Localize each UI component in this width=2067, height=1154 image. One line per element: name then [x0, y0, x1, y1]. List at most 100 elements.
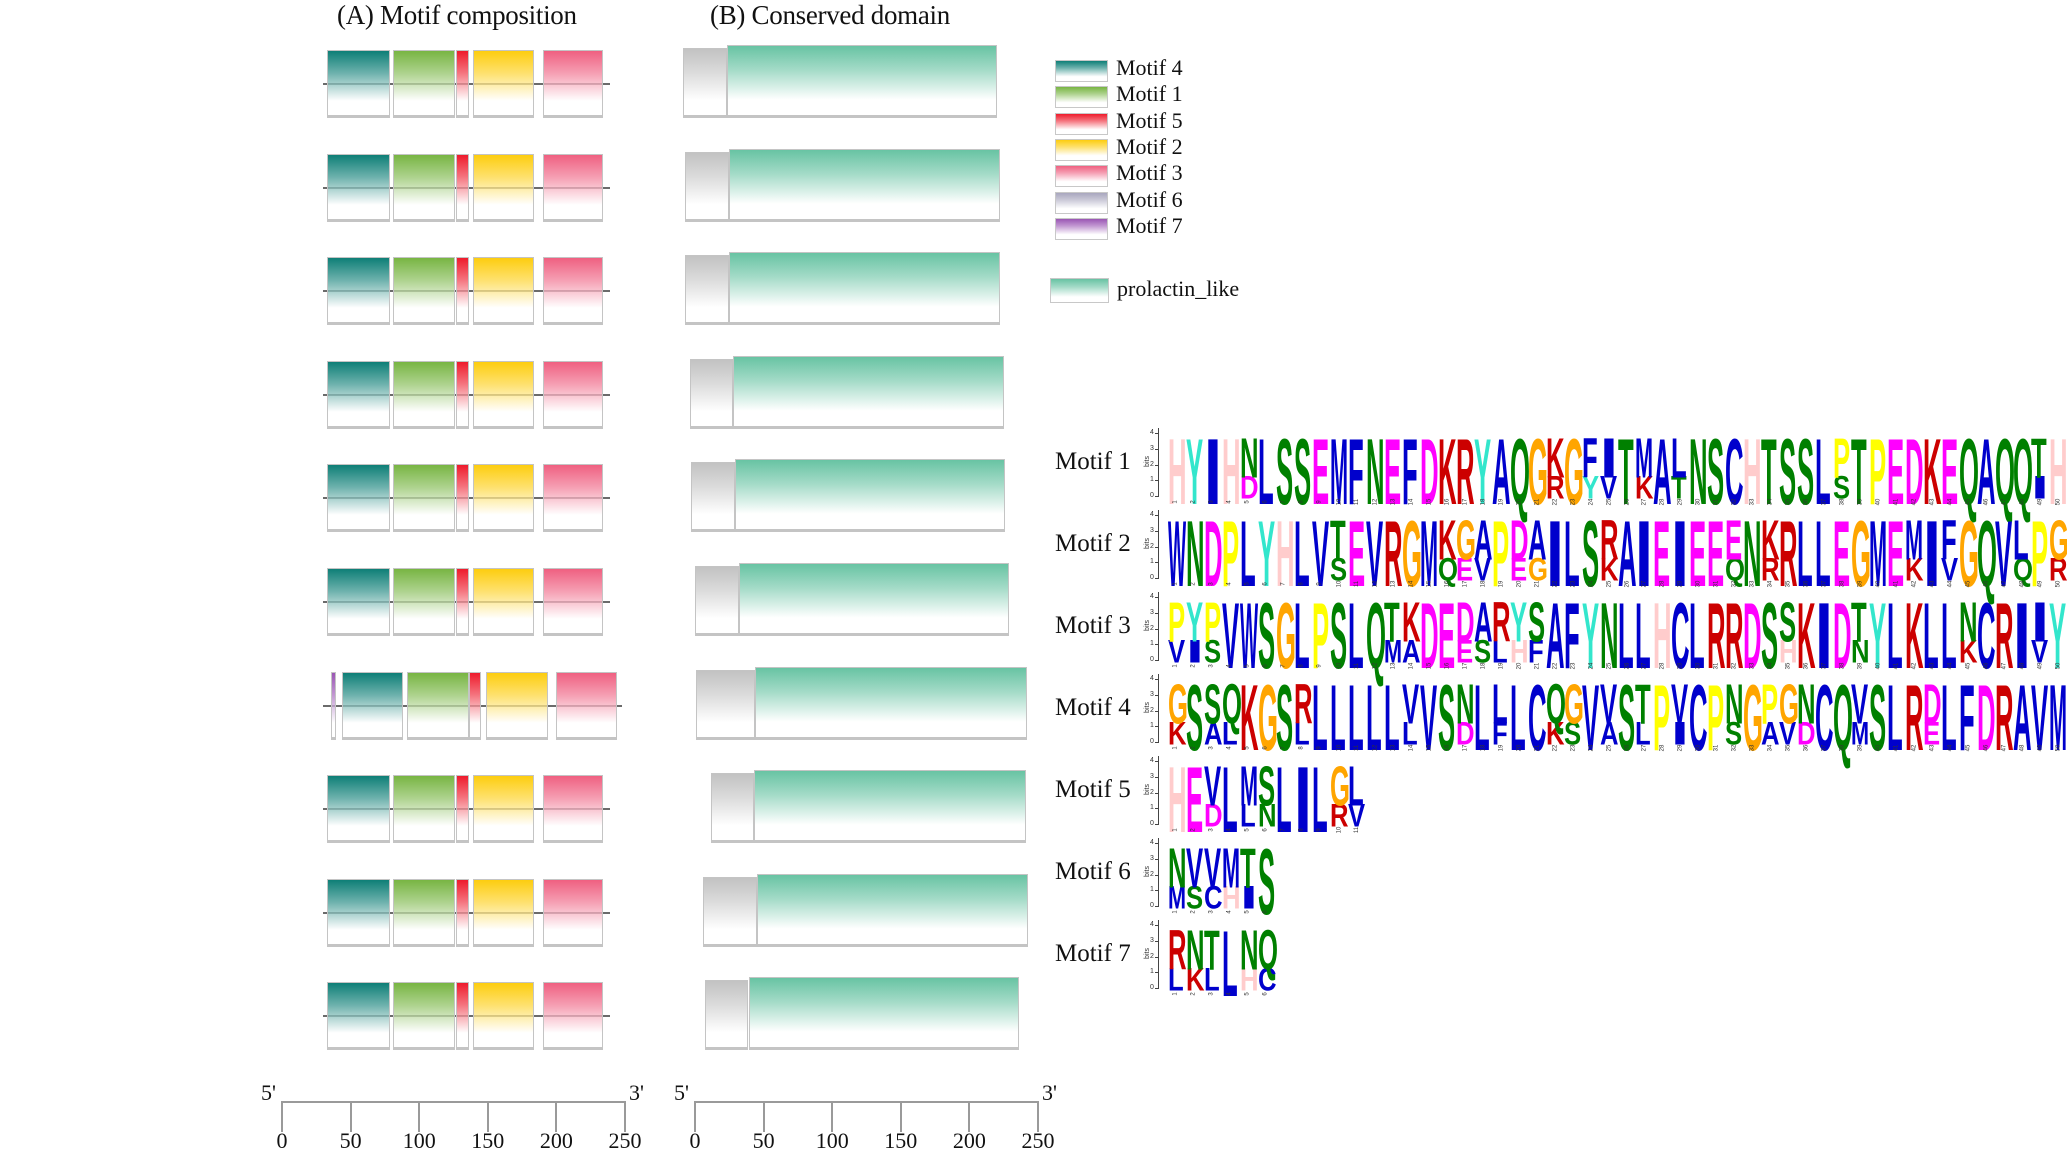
legend-label-motif-7: Motif 7: [1116, 212, 1183, 238]
logo-letter: D: [1797, 715, 1816, 752]
logo-y-tick: [1155, 515, 1159, 517]
logo-y-tick-label: 3: [1150, 936, 1154, 944]
logo-position-label: 17: [1462, 744, 1469, 752]
logo-letter: Q: [2013, 551, 2034, 588]
logo-position-label: 29: [1677, 662, 1684, 670]
logo-letter: V: [1581, 665, 1599, 771]
logo-position-label: 37: [1821, 744, 1828, 752]
logo-letter: N: [1725, 672, 1744, 736]
logo-letter: I: [2031, 590, 2049, 654]
logo-letter: R: [1168, 918, 1187, 982]
logo-letter: A: [1491, 419, 1511, 525]
domain-prolactin-like: [756, 873, 1029, 947]
logo-letter: E: [1509, 551, 1527, 588]
logo-position-label: 5: [1244, 992, 1251, 996]
logo-position-label: 27: [1641, 662, 1648, 670]
logo-letter: L: [1347, 665, 1364, 771]
logo-letter: Q: [1995, 419, 2016, 525]
logo-letter: Y: [1869, 583, 1887, 689]
logo-letter: A: [1527, 508, 1547, 572]
logo-y-tick-label: 3: [1150, 690, 1154, 698]
domain-prolactin-like: [753, 770, 1026, 844]
logo-y-tick: [1155, 562, 1159, 564]
logo-letter: K: [1545, 426, 1565, 490]
panel-b-axis-tick-label: 0: [689, 1128, 701, 1153]
logo-y-axis: [1158, 838, 1159, 906]
logo-letter: Q: [1437, 551, 1458, 588]
logo-y-tick-label: 1: [1150, 722, 1154, 730]
logo-letter: S: [1329, 551, 1347, 588]
panel-a-axis-line: [282, 1101, 625, 1103]
logo-letter: R: [1995, 583, 2014, 689]
domain-prolactin-like: [726, 45, 997, 118]
logo-letter: N: [1455, 672, 1475, 736]
logo-letter: M: [1329, 419, 1348, 525]
domain-prolactin-like: [729, 148, 1000, 222]
logo-letter: D: [1239, 469, 1259, 506]
logo-position-label: 3: [1208, 910, 1215, 914]
logo-letter: C: [1977, 583, 1996, 689]
logo-letter: H: [2049, 419, 2067, 525]
logo-letter: G: [1257, 665, 1278, 771]
logo-letter: K: [1401, 590, 1421, 654]
non-domain-region: [685, 151, 730, 222]
motif-box-motif-3: [542, 878, 604, 947]
logo-letter: M: [1905, 508, 1924, 572]
logo-y-tick: [1155, 742, 1159, 743]
logo-letter: R: [1779, 501, 1798, 607]
logo-letter: G: [1527, 419, 1548, 525]
panel-b-axis-tick-label: 250: [1021, 1128, 1055, 1153]
logo-letter: R: [2049, 551, 2067, 588]
logo-y-tick: [1155, 448, 1159, 450]
logo-letter: S: [1275, 665, 1294, 771]
logo-letter: Q: [1725, 551, 1746, 588]
logo-letter: R: [1491, 590, 1511, 654]
logo-position-label: 2: [1190, 582, 1197, 586]
logo-letter: F: [1563, 583, 1580, 689]
panel-a-title: (A) Motif composition: [337, 0, 577, 30]
logo-position-label: 35: [1785, 580, 1792, 588]
panel-a-axis-tick-label: 150: [471, 1128, 505, 1153]
motif-box-motif-5: [456, 257, 469, 326]
logo-letter: E: [1725, 508, 1743, 572]
logo-letter: G: [1959, 501, 1980, 607]
logo-y-tick: [1155, 858, 1159, 860]
logo-letter: V: [1779, 715, 1797, 752]
logo-letter: C: [1527, 665, 1547, 771]
logo-letter: E: [1707, 501, 1725, 607]
logo-y-axis: [1158, 510, 1159, 578]
logo-letter: H: [1275, 501, 1295, 607]
logo-letter: N: [1239, 426, 1259, 490]
logo-letter: A: [1653, 419, 1673, 525]
legend-swatch-motif-3: [1055, 165, 1108, 188]
panel-b-axis-tick: [1037, 1101, 1039, 1132]
non-domain-region: [704, 980, 749, 1051]
logo-letter: S: [1257, 583, 1276, 689]
logo-letter: N: [1743, 501, 1762, 607]
logo-position-label: 18: [1480, 580, 1486, 588]
logo-letter: L: [1815, 419, 1831, 525]
logo-letter: S: [1833, 469, 1851, 506]
logo-letter: F: [1527, 633, 1544, 670]
logo-position-label: 4: [1226, 992, 1233, 996]
motif-box-motif-5: [456, 360, 469, 429]
logo-letter: P: [1168, 590, 1186, 654]
motif-box-motif-3: [542, 257, 604, 326]
logo-y-axis: [1158, 674, 1159, 742]
logo-letter: G: [1563, 672, 1584, 736]
logo-letter: N: [1851, 633, 1870, 670]
logo-position-label: 28: [1659, 744, 1666, 752]
logo-y-tick: [1155, 546, 1159, 548]
logo-letter: D: [1203, 501, 1223, 607]
logo-letter: G: [1779, 672, 1800, 736]
motif-label: Motif 3: [1055, 612, 1131, 639]
logo-letter: H: [1168, 747, 1187, 853]
logo-letter: A: [1545, 583, 1565, 689]
logo-letter: S: [1707, 419, 1725, 525]
logo-position-label: 35: [1785, 662, 1792, 670]
logo-position-label: 18: [1480, 744, 1486, 752]
logo-letter: Q: [1833, 665, 1854, 771]
domain-prolactin-like: [748, 977, 1019, 1051]
logo-letter: E: [1185, 747, 1204, 853]
logo-letter: L: [2013, 508, 2029, 572]
